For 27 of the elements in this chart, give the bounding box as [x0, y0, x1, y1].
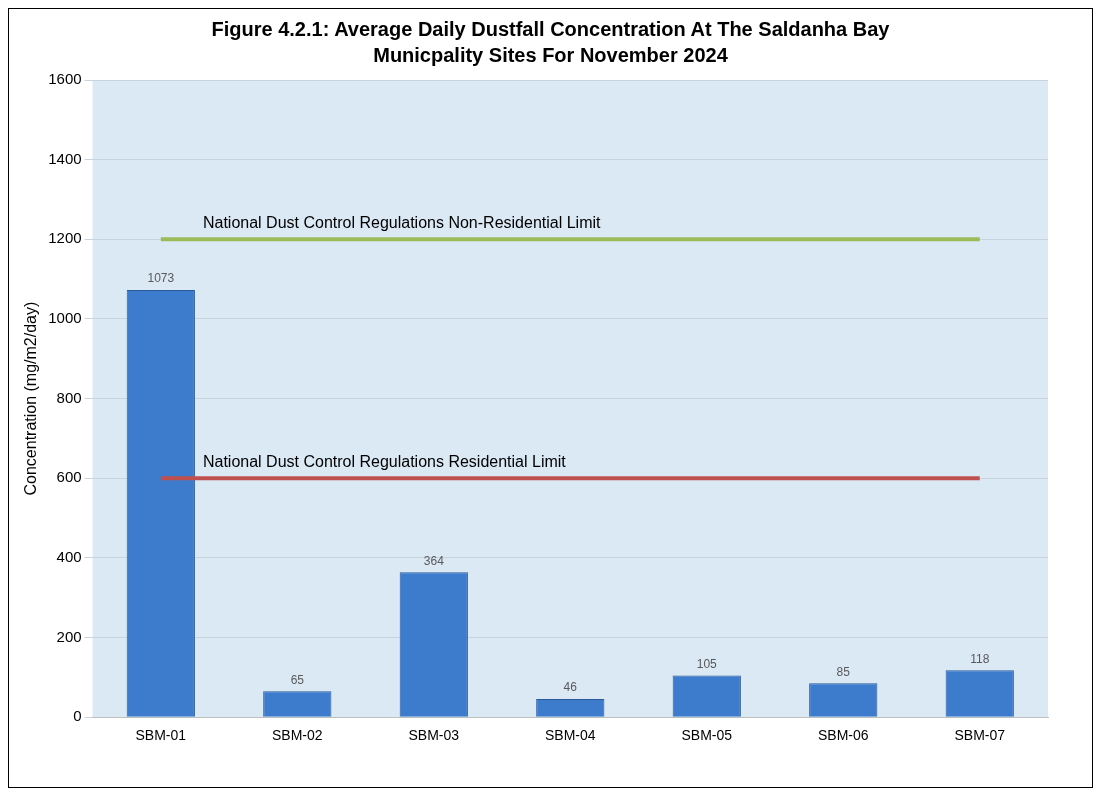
- y-tick-label: 1200: [48, 229, 82, 247]
- y-tick-label: 600: [56, 468, 82, 486]
- chart-title: Figure 4.2.1: Average Daily Dustfall Concentration At The Saldanha Bay Municpality Sites For November 2024: [210, 17, 891, 68]
- x-tick-label: SBM-06: [817, 727, 869, 744]
- ref-line-label: National Dust Control Regulations Non-Residential Limit: [202, 213, 602, 231]
- data-label: 85: [836, 664, 851, 679]
- y-tick-label: 1000: [48, 309, 82, 327]
- data-label: 46: [563, 680, 578, 695]
- data-label: 105: [696, 656, 718, 671]
- y-tick-label: 800: [56, 388, 82, 406]
- data-label: 1073: [147, 271, 175, 286]
- y-tick-label: 1600: [48, 70, 82, 88]
- x-tick-label: SBM-05: [681, 727, 733, 744]
- x-tick-label: SBM-04: [545, 727, 596, 744]
- y-tick-label: 400: [56, 548, 82, 566]
- y-tick-label: 200: [56, 627, 82, 645]
- x-tick-label: SBM-02: [272, 727, 323, 744]
- y-tick-label: 1400: [48, 149, 82, 167]
- y-axis-title: Concentration (mg/m2/day): [22, 301, 40, 496]
- data-label: 118: [970, 651, 990, 666]
- x-tick-label: SBM-03: [408, 727, 460, 744]
- y-tick-label: 0: [73, 707, 82, 725]
- ref-line-label: National Dust Control Regulations Residential Limit: [202, 452, 567, 470]
- x-tick-label: SBM-07: [954, 727, 1006, 744]
- data-label: 65: [290, 672, 305, 687]
- x-tick-label: SBM-01: [135, 727, 187, 744]
- data-label: 364: [423, 553, 445, 568]
